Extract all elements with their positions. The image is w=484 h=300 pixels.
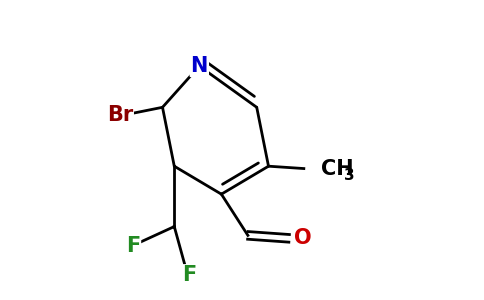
Text: CH: CH <box>321 159 354 179</box>
Text: 3: 3 <box>345 168 355 183</box>
Text: N: N <box>191 56 208 76</box>
Text: F: F <box>182 265 196 285</box>
Text: F: F <box>126 236 140 256</box>
Text: O: O <box>294 228 311 248</box>
Text: Br: Br <box>106 105 133 125</box>
